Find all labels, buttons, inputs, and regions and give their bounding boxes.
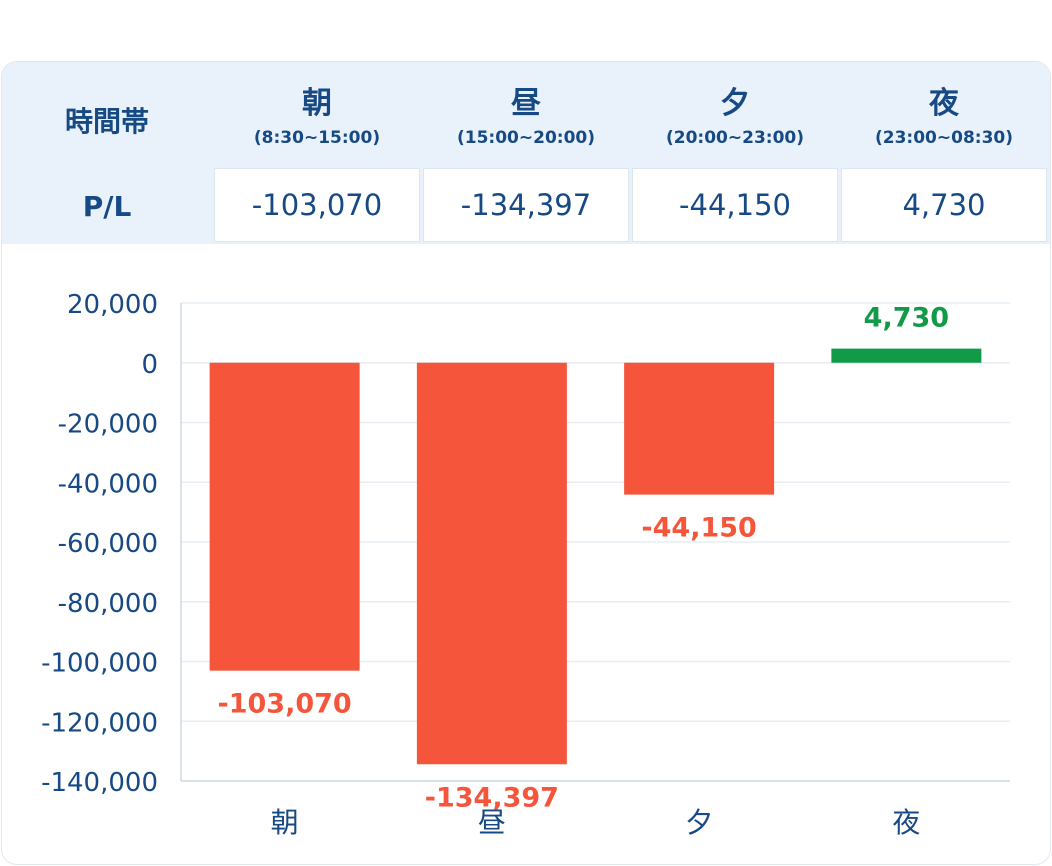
data-label: -134,397 [425, 782, 559, 813]
bar [416, 362, 567, 765]
x-tick-label: 夜 [892, 806, 920, 839]
column-head-noon: 昼 (15:00~20:00) [422, 62, 630, 168]
bar [209, 362, 360, 671]
column-head-night: 夜 (23:00~08:30) [840, 62, 1048, 168]
x-tick-label: 昼 [478, 806, 506, 839]
pl-value-night: 4,730 [841, 168, 1047, 242]
column-name: 昼 [511, 86, 541, 121]
y-tick-label: -40,000 [58, 469, 158, 499]
y-tick-label: -80,000 [58, 589, 158, 619]
bar [831, 348, 982, 363]
x-tick-label: 夕 [685, 806, 713, 839]
data-label: -44,150 [641, 513, 756, 544]
pl-value-morning: -103,070 [214, 168, 420, 242]
column-name: 夜 [929, 86, 959, 121]
column-name: 夕 [720, 86, 750, 121]
data-label: 4,730 [864, 303, 949, 334]
pl-value-noon: -134,397 [423, 168, 629, 242]
y-tick-label: -60,000 [58, 529, 158, 559]
y-tick-label: -120,000 [41, 708, 158, 738]
column-range: (20:00~23:00) [665, 128, 804, 148]
pl-value-evening: -44,150 [632, 168, 838, 242]
y-tick-label: 0 [141, 350, 158, 380]
column-range: (23:00~08:30) [874, 128, 1013, 148]
y-tick-label: -100,000 [41, 649, 158, 679]
header-label: 時間帯 [64, 105, 149, 138]
y-tick-label: 20,000 [67, 290, 158, 320]
pl-table-header: 時間帯 P/L 朝 (8:30~15:00) 昼 (15:00~20:00) 夕… [2, 62, 1050, 244]
column-head-evening: 夕 (20:00~23:00) [631, 62, 839, 168]
y-tick-label: -140,000 [41, 768, 158, 798]
column-name: 朝 [302, 86, 332, 121]
bar [624, 362, 775, 495]
column-head-morning: 朝 (8:30~15:00) [213, 62, 421, 168]
pl-row-label: P/L [82, 190, 132, 223]
y-tick-label: -20,000 [58, 410, 158, 440]
data-label: -103,070 [218, 689, 352, 720]
column-range: (15:00~20:00) [456, 128, 595, 148]
x-tick-label: 朝 [271, 806, 299, 839]
column-range: (8:30~15:00) [253, 128, 381, 148]
